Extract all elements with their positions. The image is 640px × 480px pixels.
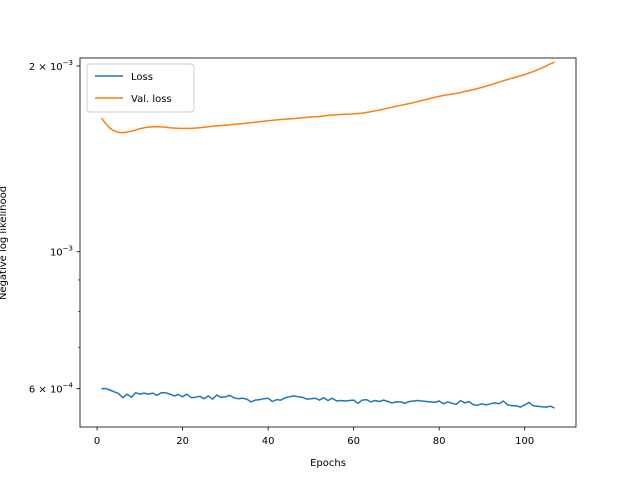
x-tick-label: 20 xyxy=(176,436,189,447)
x-axis: 0 20 40 60 80 100 xyxy=(94,427,534,447)
series-line-loss xyxy=(101,387,555,409)
x-tick-label: 60 xyxy=(347,436,360,447)
legend-label: Val. loss xyxy=(131,94,172,105)
plot-frame xyxy=(79,57,577,428)
legend: Loss Val. loss xyxy=(86,63,195,113)
x-tick-label: 80 xyxy=(433,436,446,447)
y-tick-label: 10−3 xyxy=(50,245,73,259)
series-layer xyxy=(100,61,555,409)
y-tick-label: 2 × 10−3 xyxy=(29,59,73,73)
x-tick-label: 100 xyxy=(515,436,534,447)
legend-label: Loss xyxy=(131,72,153,83)
y-axis-label: Negative log likelihood xyxy=(0,186,9,300)
plot-area xyxy=(79,57,577,428)
y-tick-label: 6 × 10−4 xyxy=(29,382,74,396)
y-axis: 6 × 10−4 10−3 2 × 10−3 xyxy=(29,59,80,396)
series-line-val-loss xyxy=(100,61,555,134)
x-axis-label: Epochs xyxy=(310,458,346,469)
x-tick-label: 0 xyxy=(94,436,100,447)
x-tick-label: 40 xyxy=(262,436,275,447)
